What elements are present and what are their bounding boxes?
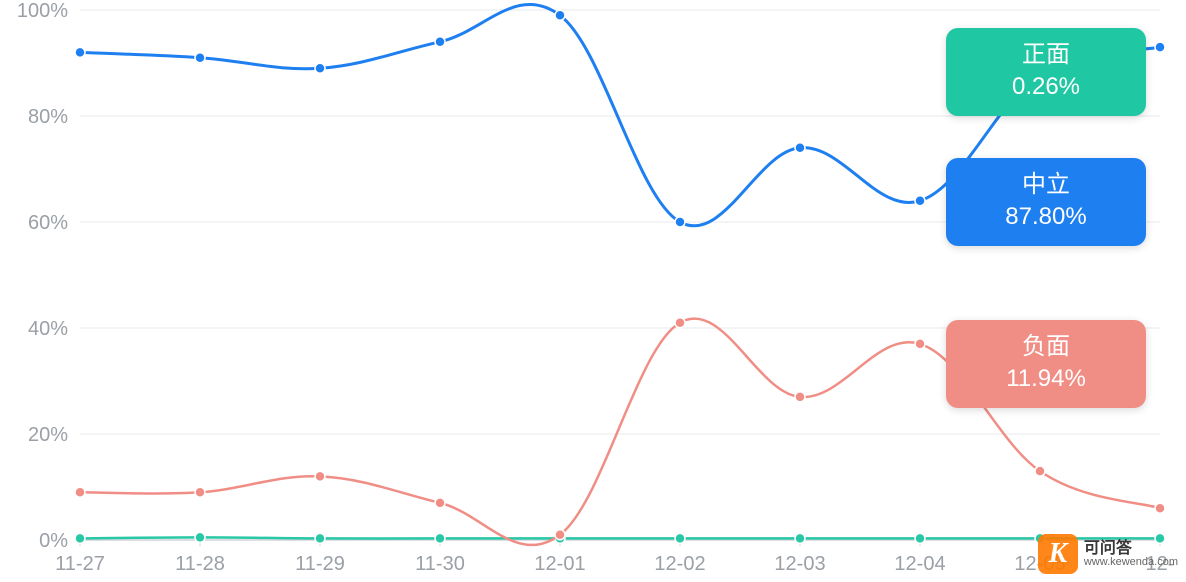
x-axis-label: 11-28 xyxy=(175,553,225,575)
y-axis-label: 100% xyxy=(17,0,68,22)
watermark-logo-icon: K xyxy=(1038,534,1078,574)
marker-neutral xyxy=(675,217,685,227)
x-axis-label: 11-27 xyxy=(55,553,105,575)
y-axis-label: 40% xyxy=(28,318,68,340)
marker-neutral xyxy=(915,196,925,206)
marker-negative xyxy=(195,487,205,497)
legend-value: 87.80% xyxy=(1005,200,1086,234)
marker-negative xyxy=(1155,503,1165,513)
legend-box-neutral[interactable]: 中立87.80% xyxy=(946,158,1146,246)
marker-positive xyxy=(195,532,205,542)
x-axis-label: 12-04 xyxy=(894,553,945,575)
watermark-title: 可问答 xyxy=(1084,541,1178,557)
legend-value: 0.26% xyxy=(1012,70,1080,104)
watermark: K 可问答 www.kewenda.com xyxy=(1038,534,1178,574)
marker-neutral xyxy=(435,37,445,47)
marker-negative xyxy=(795,392,805,402)
marker-neutral xyxy=(315,63,325,73)
marker-negative xyxy=(75,487,85,497)
legend-box-positive[interactable]: 正面0.26% xyxy=(946,28,1146,116)
marker-negative xyxy=(675,318,685,328)
marker-neutral xyxy=(1155,42,1165,52)
chart-container: 0% 20% 40% 60% 80% 100% 11-27 11-28 11-29 11-30 12… xyxy=(0,0,1186,582)
marker-positive xyxy=(795,533,805,543)
y-axis-label: 60% xyxy=(28,212,68,234)
legend-title: 负面 xyxy=(1022,333,1070,362)
x-axis-label: 12-01 xyxy=(534,553,585,575)
marker-positive xyxy=(75,533,85,543)
marker-neutral xyxy=(195,53,205,63)
marker-neutral xyxy=(75,47,85,57)
marker-negative xyxy=(315,471,325,481)
y-axis-label: 80% xyxy=(28,106,68,128)
watermark-text: 可问答 www.kewenda.com xyxy=(1084,541,1178,568)
x-axis-label: 11-30 xyxy=(415,553,465,575)
marker-negative xyxy=(1035,466,1045,476)
line-positive xyxy=(80,537,1160,538)
x-axis-label: 12-03 xyxy=(774,553,825,575)
marker-positive xyxy=(435,533,445,543)
marker-neutral xyxy=(795,143,805,153)
marker-neutral xyxy=(555,10,565,20)
legend-box-negative[interactable]: 负面11.94% xyxy=(946,320,1146,408)
marker-negative xyxy=(915,339,925,349)
watermark-url: www.kewenda.com xyxy=(1084,557,1178,568)
x-axis-label: 12-02 xyxy=(654,553,705,575)
marker-positive xyxy=(315,533,325,543)
legend-title: 中立 xyxy=(1022,171,1070,200)
x-axis-label: 11-29 xyxy=(295,553,345,575)
marker-positive xyxy=(915,533,925,543)
legend-value: 11.94% xyxy=(1006,362,1086,396)
y-axis-label: 20% xyxy=(28,424,68,446)
marker-negative xyxy=(435,498,445,508)
marker-positive xyxy=(675,533,685,543)
legend-title: 正面 xyxy=(1022,41,1070,70)
y-axis-label: 0% xyxy=(39,530,68,552)
marker-negative xyxy=(555,530,565,540)
